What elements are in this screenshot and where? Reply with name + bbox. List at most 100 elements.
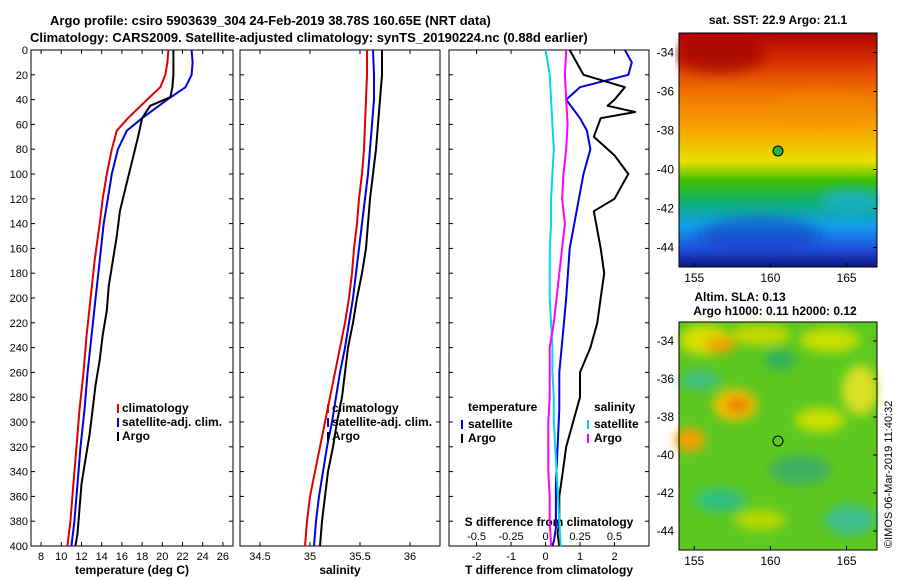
x-tick-label: 24 (197, 551, 209, 563)
map-y-tick-label: -34 (657, 46, 675, 60)
x-tick-label: 16 (116, 551, 128, 563)
y-tick-label: 120 (10, 194, 28, 206)
map-x-tick-label: 160 (760, 271, 780, 285)
y-tick-label: 220 (10, 318, 28, 330)
series-line-satellite-adj-clim- (313, 49, 375, 547)
y-tick-label: 140 (10, 219, 28, 231)
x-tick-label: 22 (176, 551, 188, 563)
x-tick-label: 14 (96, 551, 108, 563)
map-y-tick-label: -42 (657, 202, 675, 216)
x-axis-label: T difference from climatology (465, 563, 633, 577)
panel-frame (30, 49, 234, 547)
map-y-tick-label: -38 (657, 410, 675, 424)
legend-entry: Argo (332, 429, 360, 443)
series-line-argo (319, 50, 383, 547)
map-y-tick-label: -36 (657, 372, 675, 386)
y-tick-label: 380 (10, 516, 28, 528)
sla-map-axes: 155 160 165 -34 -36 -38 -40 -42 -44 (657, 334, 877, 568)
x2-tick-label: -0.5 (467, 531, 486, 543)
y-tick-label: 260 (10, 367, 28, 379)
x2-tick-label: 0.25 (569, 531, 590, 543)
map-y-tick-label: -36 (657, 85, 675, 99)
x-tick-label: 20 (156, 551, 168, 563)
legend-entry: satellite (594, 417, 639, 431)
y-tick-label: 80 (16, 144, 28, 156)
x-tick-label: 1 (577, 551, 583, 563)
map-x-tick-label: 160 (760, 554, 780, 568)
y-tick-label: 180 (10, 268, 28, 280)
x2-tick-label: -0.25 (499, 531, 524, 543)
y-tick-label: 100 (10, 169, 28, 181)
imos-timestamp: ©IMOS 06-Mar-2019 11:40:32 (883, 400, 895, 548)
sst-map: sat. SST: 22.9 Argo: 21.1 155 160 165 -34 -3… (657, 13, 880, 285)
x-tick-label: 12 (75, 551, 87, 563)
x-tick-label: 0 (542, 551, 548, 563)
legend-title-temperature: temperature (468, 400, 538, 414)
y-tick-label: 280 (10, 392, 28, 404)
legend-entry: satellite (468, 417, 513, 431)
sst-map-title: sat. SST: 22.9 Argo: 21.1 (709, 13, 848, 27)
series-line-climatology (66, 49, 170, 547)
map-y-tick-label: -40 (657, 163, 675, 177)
map-y-tick-label: -44 (657, 241, 675, 255)
map-y-tick-label: -42 (657, 486, 675, 500)
sst-map-axes: 155 160 165 -34 -36 -38 -40 -42 -44 (657, 46, 877, 285)
y-tick-label: 0 (22, 45, 28, 57)
map-y-tick-label: -34 (657, 334, 675, 348)
x-tick-label: 8 (38, 551, 44, 563)
figure-title-line-1: Argo profile: csiro 5903639_304 24-Feb-2… (50, 13, 491, 28)
series-line-argo (74, 50, 175, 547)
y-tick-label: 160 (10, 243, 28, 255)
sst-profile-marker (772, 145, 784, 157)
y-tick-label: 360 (10, 491, 28, 503)
panel-salinity: 34.5 35 35.5 36 salinity climatologysatellite… (239, 49, 441, 577)
map-x-tick-label: 165 (837, 554, 857, 568)
legend-title-salinity: salinity (594, 400, 636, 414)
sla-map-title-line-1: Altim. SLA: 0.13 (694, 290, 786, 304)
x-tick-label: 26 (217, 551, 229, 563)
sla-map-title-line-2: Argo h1000: 0.11 h2000: 0.12 (693, 304, 857, 318)
map-y-tick-label: -40 (657, 448, 675, 462)
legend-entry: Argo (468, 431, 496, 445)
map-y-tick-label: -38 (657, 124, 675, 138)
panel-frame (239, 49, 441, 547)
legend-entry: satellite-adj. clim. (332, 415, 432, 429)
x-axis-label: salinity (319, 563, 361, 577)
series-line-climatology (304, 50, 368, 547)
y-tick-label: 240 (10, 343, 28, 355)
y-tick-label: 400 (10, 541, 28, 553)
y-tick-label: 200 (10, 293, 28, 305)
y-tick-label: 40 (16, 95, 28, 107)
x-tick-label: -2 (472, 551, 482, 563)
map-x-tick-label: 165 (837, 271, 857, 285)
x-tick-label: -1 (506, 551, 516, 563)
x-axis-label: temperature (deg C) (75, 563, 189, 577)
panel-differences: -2 -1 0 1 2T difference from climatology -0.5… (448, 49, 650, 577)
legend-entry: satellite-adj. clim. (122, 415, 222, 429)
sla-profile-marker (772, 435, 784, 447)
y-tick-label: 60 (16, 119, 28, 131)
series-line-satellite-adj-clim- (70, 49, 194, 547)
x2-tick-label: 0.5 (607, 531, 622, 543)
sla-map: Altim. SLA: 0.13 Argo h1000: 0.11 h2000:… (657, 290, 878, 568)
series-line-s-satellite (544, 49, 562, 547)
y-tick-label: 300 (10, 417, 28, 429)
series-line-s-argo (547, 49, 569, 547)
sla-map-frame (678, 321, 878, 551)
y-tick-label: 340 (10, 467, 28, 479)
map-y-tick-label: -44 (657, 524, 675, 538)
sst-map-frame (678, 32, 878, 268)
map-x-tick-label: 155 (684, 271, 704, 285)
legend-entry: climatology (332, 401, 399, 415)
x-tick-label: 35 (304, 551, 316, 563)
x-tick-label: 35.5 (349, 551, 370, 563)
x-tick-label: 36 (404, 551, 416, 563)
x-tick-label: 34.5 (249, 551, 270, 563)
map-x-tick-label: 155 (684, 554, 704, 568)
legend-entry: climatology (122, 401, 189, 415)
y-tick-label: 20 (16, 70, 28, 82)
x-tick-label: 2 (611, 551, 617, 563)
x-tick-label: 10 (55, 551, 67, 563)
x2-tick-label: 0 (542, 531, 548, 543)
